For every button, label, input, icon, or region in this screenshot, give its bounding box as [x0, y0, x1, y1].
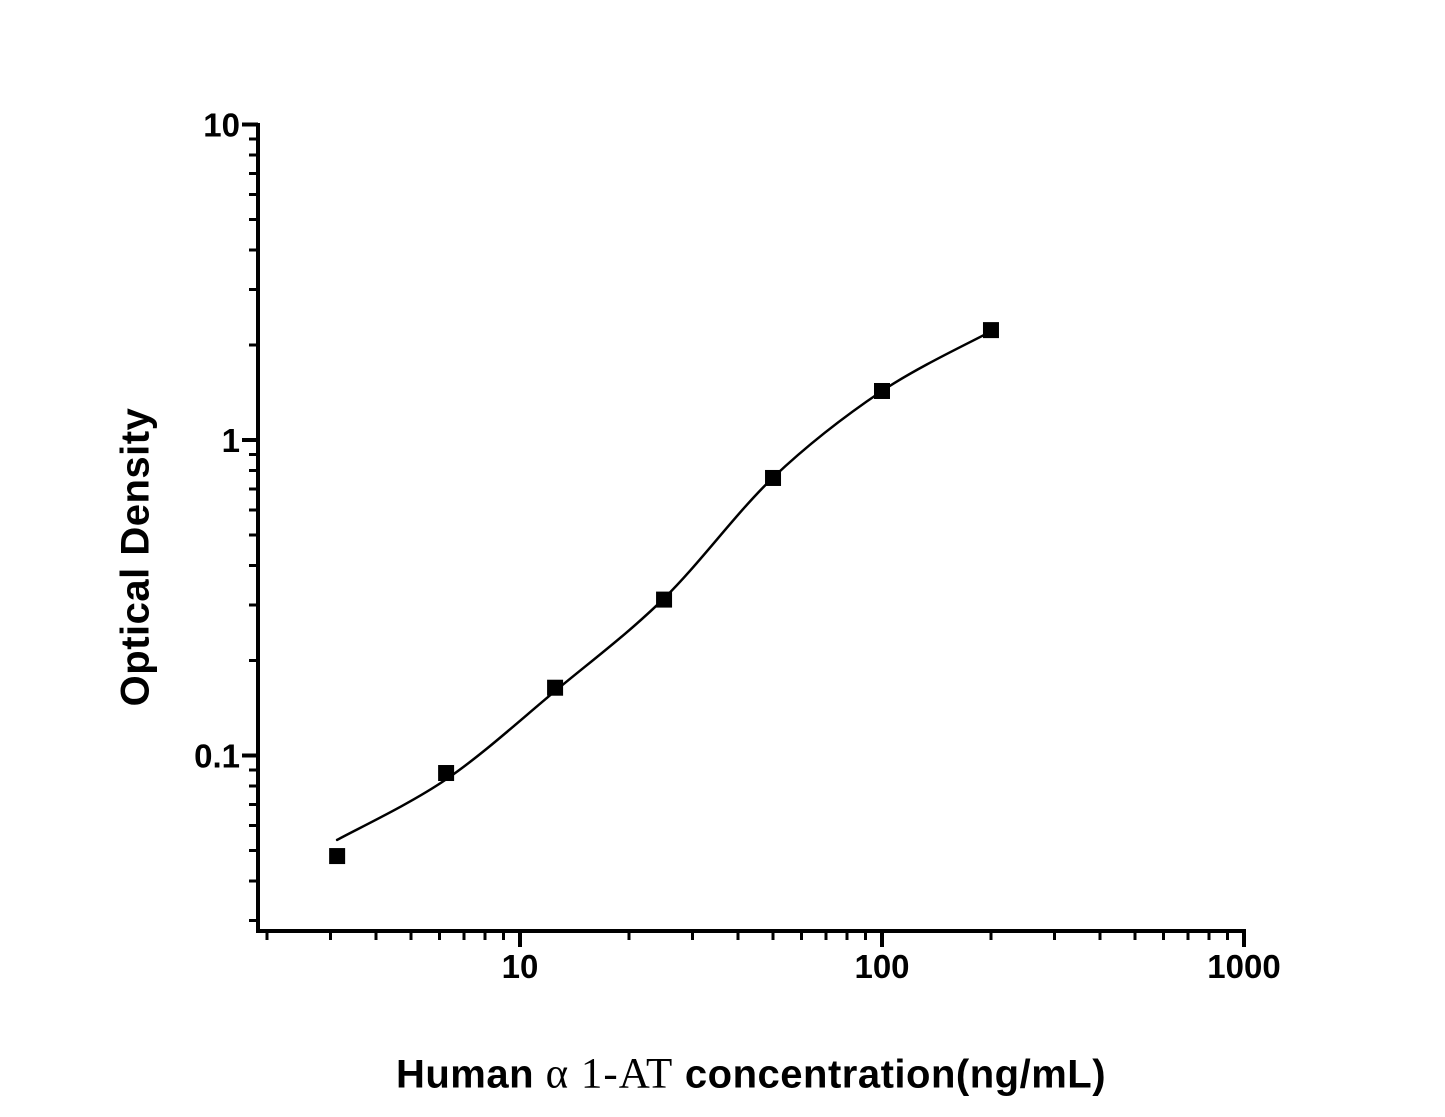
x-axis-title-analyte: α 1-AT	[545, 1050, 674, 1098]
x-tick-label: 100	[854, 948, 909, 985]
y-tick-label: 1	[222, 422, 240, 459]
x-axis-title-suffix: concentration(ng/mL)	[673, 1052, 1107, 1097]
x-tick-label: 10	[502, 948, 539, 985]
y-tick-label: 0.1	[194, 738, 240, 775]
x-axis-title-prefix: Human	[395, 1052, 546, 1097]
data-point-marker	[982, 322, 999, 339]
data-point-marker	[656, 591, 673, 608]
y-axis-title: Optical Density	[113, 407, 158, 707]
data-point-marker	[874, 382, 890, 399]
data-point-marker	[438, 765, 455, 782]
y-tick-label: 10	[203, 107, 240, 144]
data-point-marker	[765, 469, 782, 486]
data-point-marker	[329, 848, 346, 865]
fit-curve	[335, 330, 993, 842]
x-axis-title: Human α 1-AT concentration(ng/mL)	[396, 1050, 1106, 1099]
data-point-marker	[547, 679, 564, 696]
x-tick-label: 1000	[1207, 948, 1280, 985]
